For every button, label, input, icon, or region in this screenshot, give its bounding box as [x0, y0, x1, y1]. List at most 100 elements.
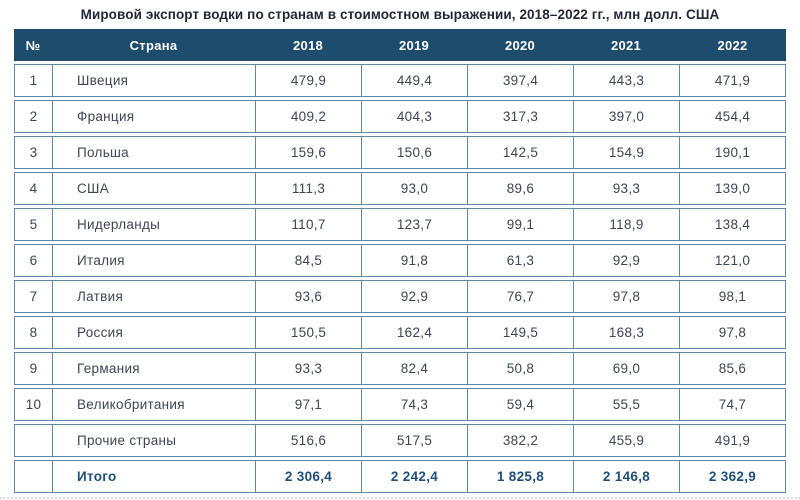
value-cell: 150,6 [361, 136, 467, 169]
country-cell: Россия [52, 316, 255, 349]
value-cell: 471,9 [679, 64, 786, 97]
total-row: Итого 2 306,4 2 242,4 1 825,8 2 146,8 2 362,9 [14, 460, 786, 493]
value-cell: 85,6 [679, 352, 786, 385]
value-cell: 97,8 [679, 316, 786, 349]
table-row: 8 Россия 150,5 162,4 149,5 168,3 97,8 [14, 316, 786, 349]
table-header-row: № Страна 2018 2019 2020 2021 2022 [14, 29, 786, 61]
value-cell: 190,1 [679, 136, 786, 169]
value-cell: 382,2 [467, 424, 573, 457]
row-number-cell: 7 [14, 280, 52, 313]
col-header-2021: 2021 [573, 29, 679, 61]
col-header-2018: 2018 [255, 29, 361, 61]
value-cell: 76,7 [467, 280, 573, 313]
value-cell: 404,3 [361, 100, 467, 133]
country-cell: Франция [52, 100, 255, 133]
value-cell: 93,3 [255, 352, 361, 385]
col-header-2019: 2019 [361, 29, 467, 61]
country-cell: Германия [52, 352, 255, 385]
value-cell: 162,4 [361, 316, 467, 349]
table-row: 6 Италия 84,5 91,8 61,3 92,9 121,0 [14, 244, 786, 277]
value-cell: 517,5 [361, 424, 467, 457]
table-row: 5 Нидерланды 110,7 123,7 99,1 118,9 138,4 [14, 208, 786, 241]
country-cell: Нидерланды [52, 208, 255, 241]
table-row: 4 США 111,3 93,0 89,6 93,3 139,0 [14, 172, 786, 205]
table-body: 1 Швеция 479,9 449,4 397,4 443,3 471,9 2 Франция… [14, 64, 786, 493]
table-row: 7 Латвия 93,6 92,9 76,7 97,8 98,1 [14, 280, 786, 313]
col-header-country: Страна [52, 29, 255, 61]
row-number-cell [14, 424, 52, 457]
value-cell: 74,3 [361, 388, 467, 421]
country-cell: Польша [52, 136, 255, 169]
total-value-cell: 2 146,8 [573, 460, 679, 493]
value-cell: 455,9 [573, 424, 679, 457]
col-header-2020: 2020 [467, 29, 573, 61]
value-cell: 139,0 [679, 172, 786, 205]
row-number-cell: 8 [14, 316, 52, 349]
value-cell: 168,3 [573, 316, 679, 349]
value-cell: 454,4 [679, 100, 786, 133]
row-number-cell: 6 [14, 244, 52, 277]
col-header-num: № [14, 29, 52, 61]
value-cell: 123,7 [361, 208, 467, 241]
value-cell: 121,0 [679, 244, 786, 277]
vodka-export-table: № Страна 2018 2019 2020 2021 2022 1 Швеци… [14, 26, 786, 496]
row-number-cell: 5 [14, 208, 52, 241]
value-cell: 92,9 [361, 280, 467, 313]
value-cell: 84,5 [255, 244, 361, 277]
value-cell: 479,9 [255, 64, 361, 97]
country-cell: Латвия [52, 280, 255, 313]
value-cell: 91,8 [361, 244, 467, 277]
country-cell: Прочие страны [52, 424, 255, 457]
value-cell: 409,2 [255, 100, 361, 133]
country-cell: Великобритания [52, 388, 255, 421]
table-row: 3 Польша 159,6 150,6 142,5 154,9 190,1 [14, 136, 786, 169]
value-cell: 99,1 [467, 208, 573, 241]
table-row: 1 Швеция 479,9 449,4 397,4 443,3 471,9 [14, 64, 786, 97]
value-cell: 150,5 [255, 316, 361, 349]
value-cell: 154,9 [573, 136, 679, 169]
total-value-cell: 1 825,8 [467, 460, 573, 493]
value-cell: 82,4 [361, 352, 467, 385]
table-row: Прочие страны 516,6 517,5 382,2 455,9 491,9 [14, 424, 786, 457]
total-label-cell: Итого [52, 460, 255, 493]
value-cell: 93,0 [361, 172, 467, 205]
value-cell: 149,5 [467, 316, 573, 349]
row-number-cell: 1 [14, 64, 52, 97]
total-value-cell: 2 362,9 [679, 460, 786, 493]
table-row: 10 Великобритания 97,1 74,3 59,4 55,5 74,7 [14, 388, 786, 421]
value-cell: 89,6 [467, 172, 573, 205]
value-cell: 55,5 [573, 388, 679, 421]
value-cell: 93,6 [255, 280, 361, 313]
page-title: Мировой экспорт водки по странам в стоим… [80, 7, 720, 22]
value-cell: 317,3 [467, 100, 573, 133]
value-cell: 98,1 [679, 280, 786, 313]
row-number-cell: 4 [14, 172, 52, 205]
total-value-cell: 2 306,4 [255, 460, 361, 493]
value-cell: 50,8 [467, 352, 573, 385]
value-cell: 142,5 [467, 136, 573, 169]
table-row: 2 Франция 409,2 404,3 317,3 397,0 454,4 [14, 100, 786, 133]
value-cell: 110,7 [255, 208, 361, 241]
value-cell: 97,8 [573, 280, 679, 313]
country-cell: Италия [52, 244, 255, 277]
total-number-cell [14, 460, 52, 493]
value-cell: 397,0 [573, 100, 679, 133]
value-cell: 449,4 [361, 64, 467, 97]
value-cell: 111,3 [255, 172, 361, 205]
value-cell: 97,1 [255, 388, 361, 421]
row-number-cell: 9 [14, 352, 52, 385]
value-cell: 516,6 [255, 424, 361, 457]
table-row: 9 Германия 93,3 82,4 50,8 69,0 85,6 [14, 352, 786, 385]
value-cell: 74,7 [679, 388, 786, 421]
value-cell: 118,9 [573, 208, 679, 241]
bottom-divider [0, 497, 800, 499]
value-cell: 159,6 [255, 136, 361, 169]
row-number-cell: 3 [14, 136, 52, 169]
value-cell: 138,4 [679, 208, 786, 241]
row-number-cell: 10 [14, 388, 52, 421]
col-header-2022: 2022 [679, 29, 786, 61]
country-cell: США [52, 172, 255, 205]
total-value-cell: 2 242,4 [361, 460, 467, 493]
value-cell: 61,3 [467, 244, 573, 277]
